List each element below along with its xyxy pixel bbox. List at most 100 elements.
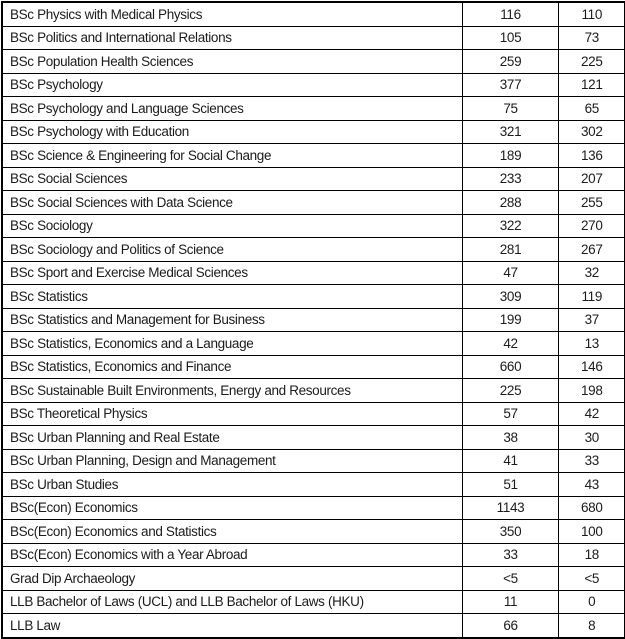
programme-name-cell: BSc Sociology <box>1 213 463 238</box>
value-2-cell: 270 <box>557 213 625 238</box>
value-1-cell: 309 <box>461 284 559 309</box>
table-row: BSc Sociology and Politics of Science 281… <box>1 237 625 262</box>
value-1-cell: 350 <box>461 519 559 544</box>
programme-name-cell: BSc Psychology <box>1 72 463 97</box>
value-1-cell: 66 <box>461 613 559 638</box>
value-1-cell: 288 <box>461 190 559 215</box>
programme-name-cell: BSc Sociology and Politics of Science <box>1 237 463 262</box>
value-2-cell: 680 <box>557 495 625 520</box>
value-1-cell: 116 <box>461 1 559 27</box>
programme-name-cell: BSc(Econ) Economics and Statistics <box>1 519 463 544</box>
table-row: BSc Psychology and Language Sciences 75 65 <box>1 96 625 121</box>
value-1-cell: 225 <box>461 378 559 403</box>
table-row: BSc Social Sciences 233 207 <box>1 166 625 191</box>
value-2-cell: 73 <box>557 25 625 50</box>
table-row: BSc Psychology with Education 321 302 <box>1 119 625 144</box>
programme-name-cell: BSc Population Health Sciences <box>1 49 463 74</box>
value-1-cell: 75 <box>461 96 559 121</box>
table-row: BSc Urban Studies 51 43 <box>1 472 625 497</box>
programme-name-cell: Grad Dip Archaeology <box>1 566 463 591</box>
value-2-cell: 110 <box>557 1 625 27</box>
programme-name-cell: BSc Statistics and Management for Busine… <box>1 307 463 332</box>
value-2-cell: 37 <box>557 307 625 332</box>
programme-name-cell: BSc Physics with Medical Physics <box>1 1 463 27</box>
programme-name-cell: BSc Theoretical Physics <box>1 401 463 426</box>
value-2-cell: 42 <box>557 401 625 426</box>
value-1-cell: 42 <box>461 331 559 356</box>
table-row: BSc Psychology 377 121 <box>1 72 625 97</box>
value-2-cell: 30 <box>557 425 625 450</box>
value-2-cell: 65 <box>557 96 625 121</box>
value-2-cell: 198 <box>557 378 625 403</box>
programme-name-cell: BSc Statistics, Economics and a Language <box>1 331 463 356</box>
value-2-cell: 43 <box>557 472 625 497</box>
programme-name-cell: LLB Law <box>1 613 463 638</box>
value-1-cell: 105 <box>461 25 559 50</box>
value-2-cell: 255 <box>557 190 625 215</box>
table-row: BSc Sport and Exercise Medical Sciences 4… <box>1 260 625 285</box>
programme-name-cell: BSc Urban Planning and Real Estate <box>1 425 463 450</box>
value-1-cell: 321 <box>461 119 559 144</box>
value-2-cell: 121 <box>557 72 625 97</box>
table-row: BSc Statistics, Economics and Finance 660… <box>1 354 625 379</box>
value-1-cell: 11 <box>461 589 559 614</box>
table-row: BSc Statistics 309 119 <box>1 284 625 309</box>
value-1-cell: 51 <box>461 472 559 497</box>
programme-name-cell: LLB Bachelor of Laws (UCL) and LLB Bache… <box>1 589 463 614</box>
value-2-cell: 33 <box>557 448 625 473</box>
value-2-cell: 119 <box>557 284 625 309</box>
value-1-cell: 33 <box>461 542 559 567</box>
value-1-cell: 322 <box>461 213 559 238</box>
table-row: BSc(Econ) Economics with a Year Abroad 33… <box>1 542 625 567</box>
programme-name-cell: BSc Statistics, Economics and Finance <box>1 354 463 379</box>
programme-name-cell: BSc(Econ) Economics <box>1 495 463 520</box>
value-1-cell: 199 <box>461 307 559 332</box>
table-row: BSc Statistics, Economics and a Language… <box>1 331 625 356</box>
value-2-cell: 302 <box>557 119 625 144</box>
programme-name-cell: BSc Urban Planning, Design and Managemen… <box>1 448 463 473</box>
value-1-cell: 281 <box>461 237 559 262</box>
value-1-cell: 660 <box>461 354 559 379</box>
table-row: BSc Physics with Medical Physics 116 110 <box>1 1 625 27</box>
value-2-cell: 13 <box>557 331 625 356</box>
programme-name-cell: BSc Social Sciences <box>1 166 463 191</box>
table-row: BSc Statistics and Management for Busine… <box>1 307 625 332</box>
programme-name-cell: BSc Urban Studies <box>1 472 463 497</box>
value-2-cell: 32 <box>557 260 625 285</box>
value-1-cell: 57 <box>461 401 559 426</box>
value-2-cell: 0 <box>557 589 625 614</box>
value-2-cell: 267 <box>557 237 625 262</box>
table-row: BSc Theoretical Physics 57 42 <box>1 401 625 426</box>
table-row: BSc Social Sciences with Data Science 288… <box>1 190 625 215</box>
value-1-cell: 259 <box>461 49 559 74</box>
programme-name-cell: BSc Social Sciences with Data Science <box>1 190 463 215</box>
value-1-cell: 47 <box>461 260 559 285</box>
table-row: BSc(Econ) Economics 1143 680 <box>1 495 625 520</box>
table-row: BSc Science & Engineering for Social Cha… <box>1 143 625 168</box>
programme-name-cell: BSc Statistics <box>1 284 463 309</box>
table-row: BSc(Econ) Economics and Statistics 350 100 <box>1 519 625 544</box>
value-2-cell: 8 <box>557 613 625 638</box>
programme-name-cell: BSc Sport and Exercise Medical Sciences <box>1 260 463 285</box>
programme-name-cell: BSc Science & Engineering for Social Cha… <box>1 143 463 168</box>
programme-name-cell: BSc Psychology with Education <box>1 119 463 144</box>
table-row: BSc Urban Planning, Design and Managemen… <box>1 448 625 473</box>
table-row: LLB Law 66 8 <box>1 613 625 638</box>
value-2-cell: 18 <box>557 542 625 567</box>
programme-name-cell: BSc Politics and International Relations <box>1 25 463 50</box>
value-2-cell: 146 <box>557 354 625 379</box>
table-row: BSc Urban Planning and Real Estate 38 30 <box>1 425 625 450</box>
programme-name-cell: BSc Psychology and Language Sciences <box>1 96 463 121</box>
programme-name-cell: BSc Sustainable Built Environments, Ener… <box>1 378 463 403</box>
value-1-cell: 377 <box>461 72 559 97</box>
value-1-cell: 189 <box>461 143 559 168</box>
value-2-cell: 225 <box>557 49 625 74</box>
table-row: BSc Sustainable Built Environments, Ener… <box>1 378 625 403</box>
value-1-cell: 38 <box>461 425 559 450</box>
programme-name-cell: BSc(Econ) Economics with a Year Abroad <box>1 542 463 567</box>
value-2-cell: 207 <box>557 166 625 191</box>
table-row: Grad Dip Archaeology <5 <5 <box>1 566 625 591</box>
table-row: BSc Politics and International Relations… <box>1 25 625 50</box>
